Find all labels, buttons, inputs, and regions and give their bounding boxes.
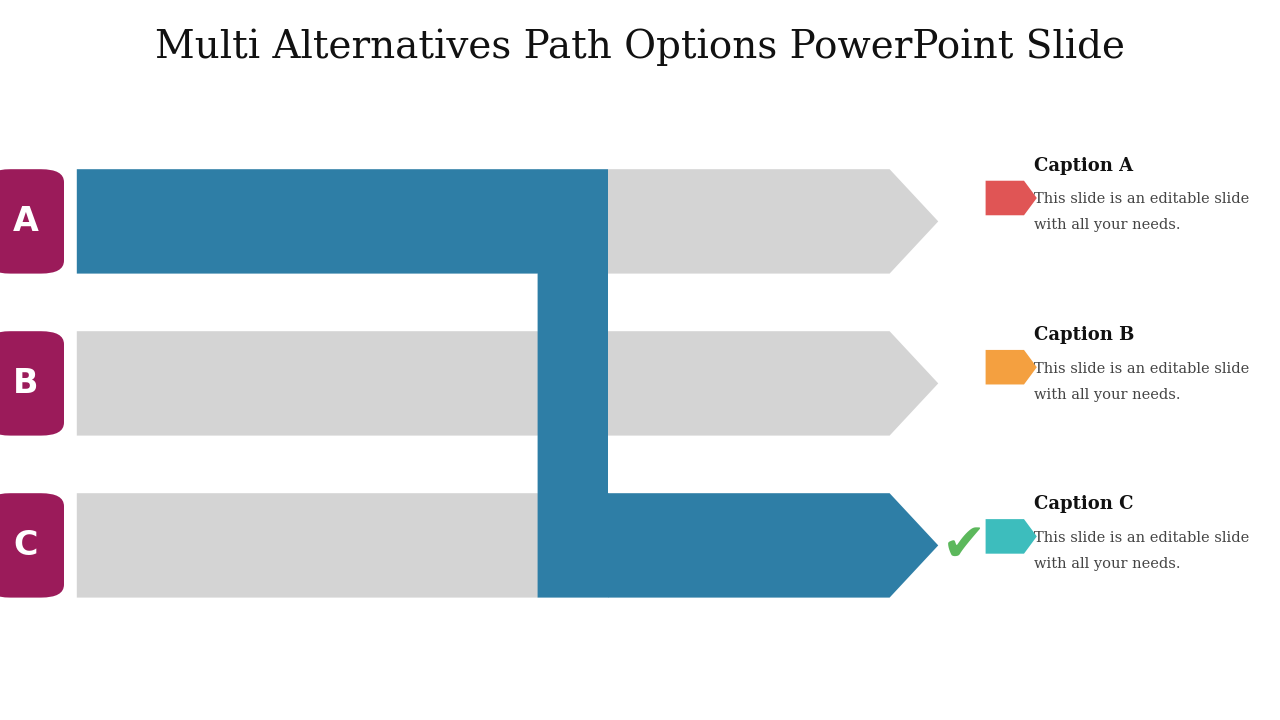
Polygon shape <box>77 493 589 598</box>
Text: with all your needs.: with all your needs. <box>1034 387 1180 402</box>
Text: Multi Alternatives Path Options PowerPoint Slide: Multi Alternatives Path Options PowerPoi… <box>155 28 1125 66</box>
Polygon shape <box>608 169 938 274</box>
Text: This slide is an editable slide: This slide is an editable slide <box>1034 192 1249 207</box>
Text: ✔: ✔ <box>942 519 986 572</box>
FancyBboxPatch shape <box>0 493 64 598</box>
Text: C: C <box>13 529 38 562</box>
Text: B: B <box>13 367 38 400</box>
FancyBboxPatch shape <box>0 169 64 274</box>
Polygon shape <box>77 169 589 274</box>
Text: A: A <box>13 205 38 238</box>
Text: with all your needs.: with all your needs. <box>1034 218 1180 233</box>
Text: Caption A: Caption A <box>1034 157 1133 175</box>
Text: This slide is an editable slide: This slide is an editable slide <box>1034 531 1249 545</box>
Polygon shape <box>986 350 1037 384</box>
Text: Caption B: Caption B <box>1034 325 1134 343</box>
Polygon shape <box>486 169 657 598</box>
Polygon shape <box>77 331 589 436</box>
Polygon shape <box>608 331 938 436</box>
Text: This slide is an editable slide: This slide is an editable slide <box>1034 361 1249 376</box>
Polygon shape <box>986 519 1037 554</box>
Text: Caption C: Caption C <box>1034 495 1134 513</box>
Text: with all your needs.: with all your needs. <box>1034 557 1180 571</box>
Polygon shape <box>608 493 938 598</box>
FancyBboxPatch shape <box>0 331 64 436</box>
Polygon shape <box>986 181 1037 215</box>
